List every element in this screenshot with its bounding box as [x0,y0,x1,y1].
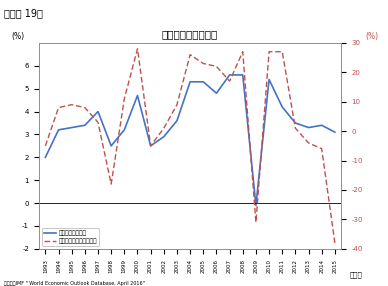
世界の実質成長率 [96,110,100,113]
商品価格前年比（右軸） [227,80,232,83]
商品価格前年比（右軸） [333,241,337,245]
世界の実質成長率 [148,144,153,148]
Text: （年）: （年） [349,271,362,278]
商品価格前年比（右軸） [175,103,179,106]
Title: 世界経済と商品価格: 世界経済と商品価格 [162,29,218,39]
Text: (%): (%) [365,32,379,41]
世界の実質成長率 [201,80,206,84]
世界の実質成長率 [69,126,74,129]
Text: （資料）IMF " World Economic Outlook Database, April 2016": （資料）IMF " World Economic Outlook Databas… [4,281,145,285]
商品価格前年比（右軸） [161,126,166,130]
商品価格前年比（右軸） [83,106,87,109]
商品価格前年比（右軸） [241,50,245,53]
商品価格前年比（右軸） [56,106,61,109]
商品価格前年比（右軸） [267,50,271,53]
商品価格前年比（右軸） [280,50,284,53]
世界の実質成長率 [109,144,114,148]
Legend: 世界の実質成長率, 商品価格前年比（右軸）: 世界の実質成長率, 商品価格前年比（右軸） [42,228,99,246]
商品価格前年比（右軸） [319,147,324,150]
商品価格前年比（右軸） [109,182,114,186]
世界の実質成長率 [161,135,166,138]
商品価格前年比（右軸） [148,144,153,148]
世界の実質成長率 [267,78,271,81]
世界の実質成長率 [227,73,232,77]
世界の実質成長率 [188,80,192,84]
商品価格前年比（右軸） [188,53,192,56]
世界の実質成長率 [56,128,61,132]
商品価格前年比（右軸） [69,103,74,106]
世界の実質成長率 [319,124,324,127]
世界の実質成長率 [293,121,298,125]
世界の実質成長率 [175,119,179,122]
商品価格前年比（右軸） [214,65,219,68]
世界の実質成長率 [122,128,126,132]
世界の実質成長率 [280,105,284,109]
世界の実質成長率 [83,124,87,127]
Text: （図表 19）: （図表 19） [4,9,43,19]
世界の実質成長率 [306,126,311,129]
世界の実質成長率 [43,156,48,159]
商品価格前年比（右軸） [96,121,100,124]
世界の実質成長率 [254,204,258,207]
商品価格前年比（右軸） [293,126,298,130]
Text: (%): (%) [12,32,25,41]
世界の実質成長率 [241,73,245,77]
世界の実質成長率 [135,94,140,97]
Line: 商品価格前年比（右軸）: 商品価格前年比（右軸） [45,49,335,243]
商品価格前年比（右軸） [43,144,48,148]
商品価格前年比（右軸） [306,141,311,145]
商品価格前年比（右軸） [122,97,126,100]
世界の実質成長率 [333,130,337,134]
商品価格前年比（右軸） [254,221,258,224]
商品価格前年比（右軸） [201,62,206,65]
世界の実質成長率 [214,92,219,95]
商品価格前年比（右軸） [135,47,140,51]
Line: 世界の実質成長率: 世界の実質成長率 [45,75,335,205]
